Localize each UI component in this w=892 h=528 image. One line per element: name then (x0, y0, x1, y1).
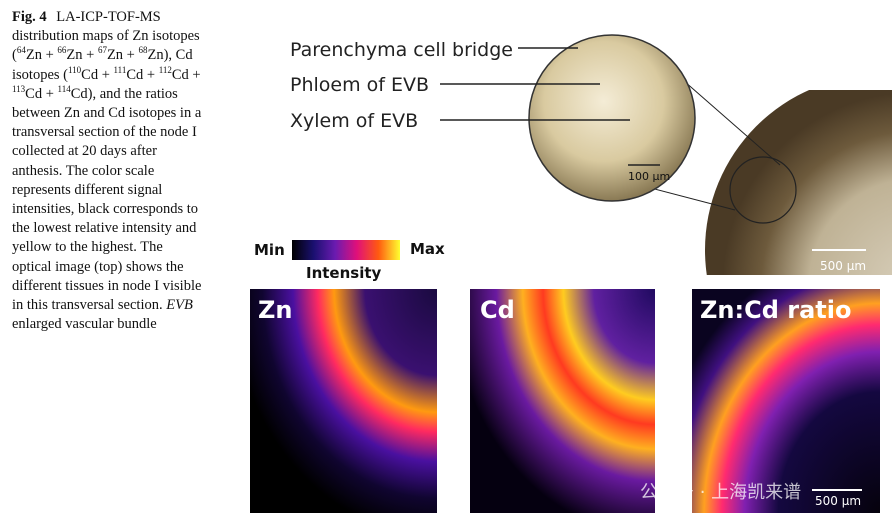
caption-sup: 64 (16, 45, 26, 56)
tissue-label: Phloem of EVB (290, 74, 429, 96)
caption-text: enlarged vascular bundle (12, 316, 157, 333)
caption-text: LA-ICP-TOF-MS distribution maps of Zn is… (12, 9, 200, 64)
figure-label: Fig. 4 (12, 9, 47, 25)
watermark: 公众号 · 上海凯来谱 (640, 482, 801, 503)
tissue-label: Xylem of EVB (290, 110, 418, 132)
zn-map (250, 289, 437, 513)
caption-text: Cd + (25, 85, 58, 102)
colorbar-min: Min (254, 241, 285, 259)
panel-title: Zn:Cd ratio (700, 296, 851, 324)
zoom-region (729, 156, 797, 224)
caption-text: Cd + (126, 66, 159, 83)
colorbar-max: Max (410, 240, 445, 258)
caption-text: Zn + (66, 47, 98, 64)
caption-text: Zn + (25, 47, 58, 64)
caption-text: Zn), Cd isotopes ( (12, 47, 193, 83)
scale-label: 500 µm (815, 494, 861, 508)
section-image (705, 90, 892, 275)
caption-sup: 113 (12, 83, 26, 94)
tissue-label: Parenchyma cell bridge (290, 39, 513, 61)
ratio-map (692, 289, 880, 513)
caption-sup: 114 (57, 83, 71, 94)
caption-text: Cd + (171, 66, 201, 83)
caption-sup: 68 (138, 45, 148, 56)
caption-sup: 110 (67, 64, 82, 75)
panel-title: Cd (480, 296, 515, 324)
caption: Fig. 4 LA-ICP-TOF-MS distribution maps o… (12, 8, 202, 334)
panel-title: Zn (258, 296, 293, 324)
caption-sup: 67 (97, 45, 107, 56)
caption-sup: 66 (57, 45, 67, 56)
colorbar-title: Intensity (306, 264, 382, 282)
colorbar (292, 240, 400, 260)
caption-text: Cd + (81, 66, 114, 83)
scale-label: 500 µm (820, 259, 866, 273)
caption-italic: EVB (166, 297, 193, 314)
cd-map (470, 289, 655, 513)
caption-sup: 111 (113, 64, 127, 75)
caption-text: Cd), and the ratios between Zn and Cd is… (12, 85, 202, 314)
zoom-image (528, 34, 696, 202)
caption-sup: 112 (158, 64, 172, 75)
caption-text: Zn + (106, 47, 139, 64)
scale-label: 100 µm (628, 170, 670, 183)
